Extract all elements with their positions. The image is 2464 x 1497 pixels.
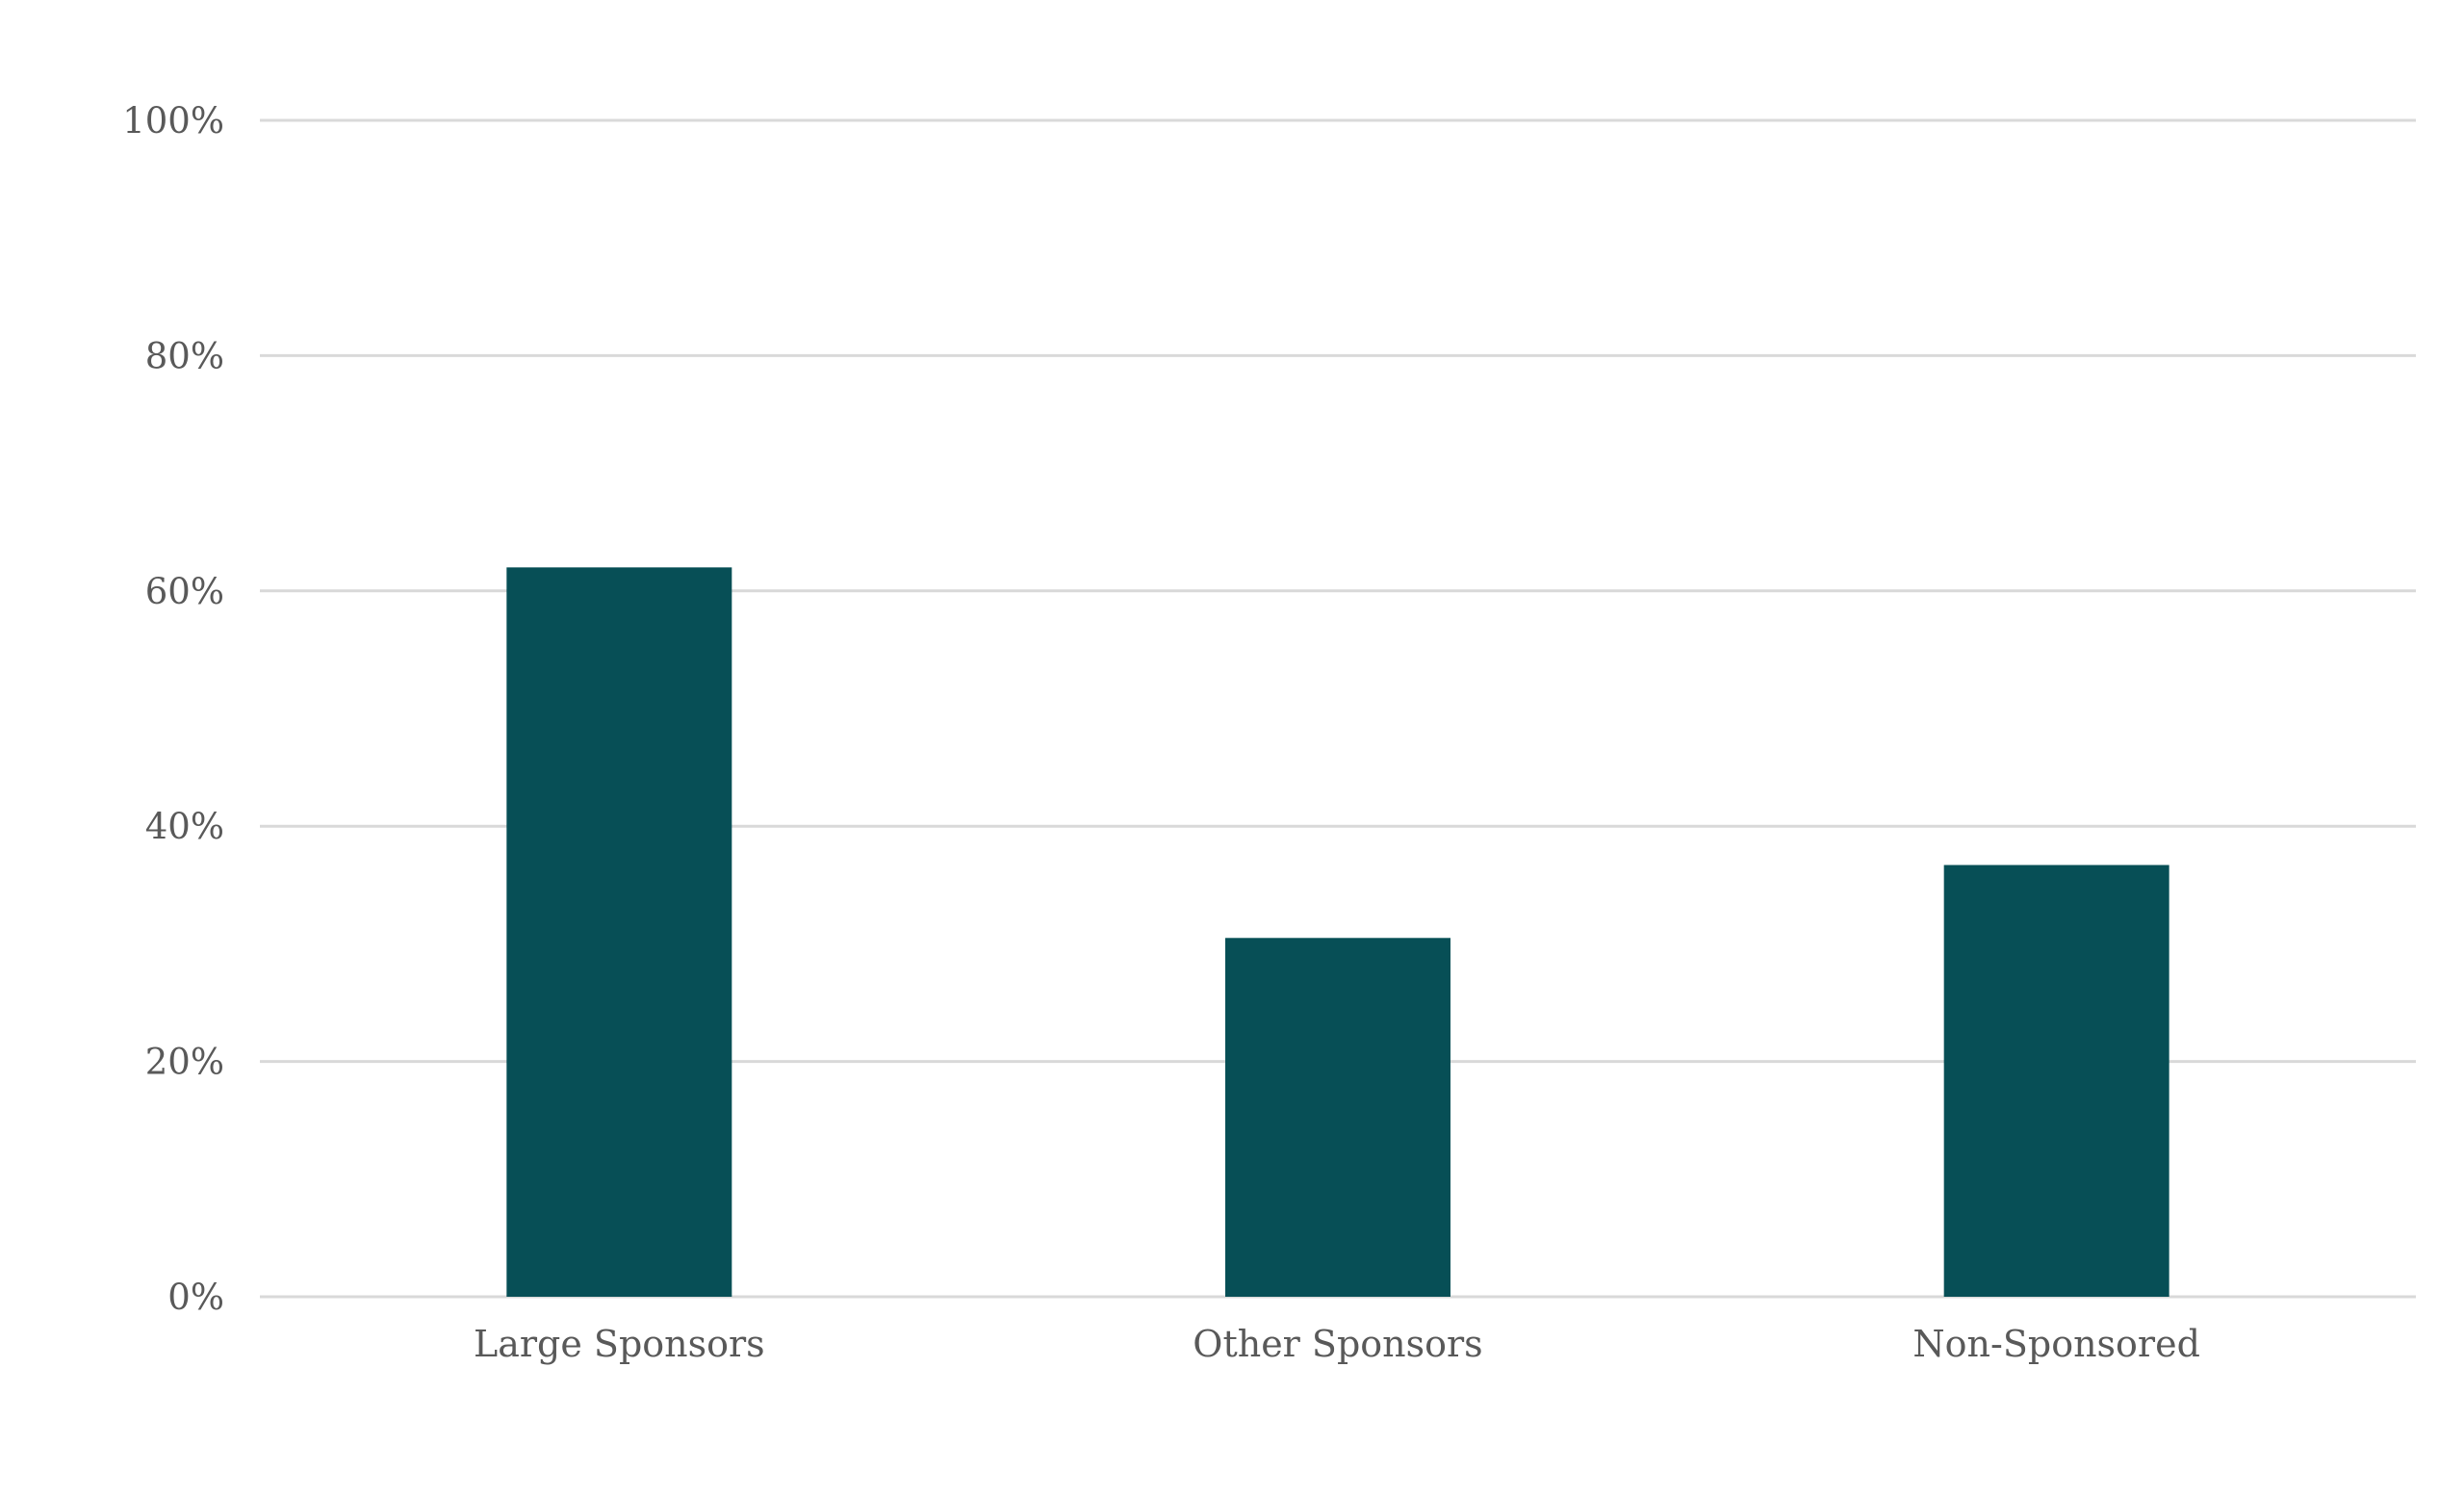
x-category-label: Large Sponsors — [474, 1323, 765, 1365]
x-category-label: Other Sponsors — [1193, 1323, 1482, 1365]
x-axis-category-labels: Large Sponsors Other Sponsors Non-Sponsore… — [474, 1323, 2200, 1365]
bar-non-sponsored — [1943, 865, 2169, 1297]
bars — [506, 567, 2169, 1297]
x-category-label: Non-Sponsored — [1912, 1323, 2200, 1365]
y-tick-label: 80% — [145, 335, 224, 376]
y-tick-label: 20% — [145, 1042, 224, 1083]
bar-other-sponsors — [1225, 938, 1450, 1297]
y-tick-label: 0% — [167, 1277, 224, 1318]
y-tick-label: 100% — [122, 100, 224, 142]
y-tick-label: 40% — [145, 806, 224, 847]
y-axis-tick-labels: 0% 20% 40% 60% 80% 100% — [122, 100, 224, 1318]
bar-large-sponsors — [506, 567, 732, 1297]
y-tick-label: 60% — [145, 571, 224, 612]
